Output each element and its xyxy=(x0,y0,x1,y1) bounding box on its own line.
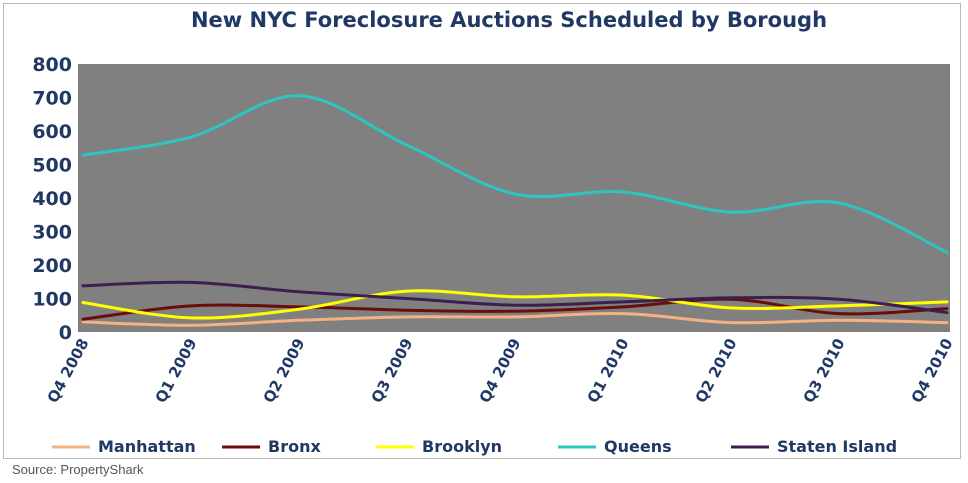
series-line-queens xyxy=(81,94,949,254)
x-tick-label: Q2 2010 xyxy=(692,335,741,405)
series-line-staten-island xyxy=(81,280,949,315)
legend-label-manhattan: Manhattan xyxy=(98,437,196,456)
x-tick-label: Q3 2009 xyxy=(368,335,417,405)
y-tick-label: 600 xyxy=(32,121,72,143)
x-tick-label: Q2 2009 xyxy=(260,335,309,405)
line-chart: New NYC Foreclosure Auctions Scheduled b… xyxy=(32,8,957,456)
chart-frame: New NYC Foreclosure Auctions Scheduled b… xyxy=(3,3,961,459)
plot-area xyxy=(78,64,950,332)
series-line-bronx xyxy=(81,297,949,321)
y-tick-label: 200 xyxy=(32,255,72,277)
source-note: Source: PropertyShark xyxy=(12,462,144,477)
x-tick-label: Q1 2009 xyxy=(152,335,201,405)
y-tick-label: 300 xyxy=(32,222,72,244)
y-tick-label: 800 xyxy=(32,54,72,76)
y-tick-label: 400 xyxy=(32,188,72,210)
legend-label-brooklyn: Brooklyn xyxy=(422,437,502,456)
x-tick-label: Q1 2010 xyxy=(584,335,633,405)
legend-label-staten-island: Staten Island xyxy=(777,437,897,456)
y-tick-label: 100 xyxy=(32,289,72,311)
y-tick-label: 0 xyxy=(59,322,72,344)
series-line-brooklyn xyxy=(81,289,949,320)
legend-label-bronx: Bronx xyxy=(268,437,321,456)
legend-label-queens: Queens xyxy=(604,437,672,456)
series-line-manhattan xyxy=(81,311,949,327)
x-tick-label: Q4 2009 xyxy=(476,335,525,405)
chart-title: New NYC Foreclosure Auctions Scheduled b… xyxy=(191,8,827,32)
x-tick-label: Q3 2010 xyxy=(800,335,849,405)
y-tick-label: 700 xyxy=(32,88,72,110)
y-tick-label: 500 xyxy=(32,155,72,177)
x-tick-label: Q4 2008 xyxy=(44,335,93,405)
x-tick-label: Q4 2010 xyxy=(908,335,957,405)
